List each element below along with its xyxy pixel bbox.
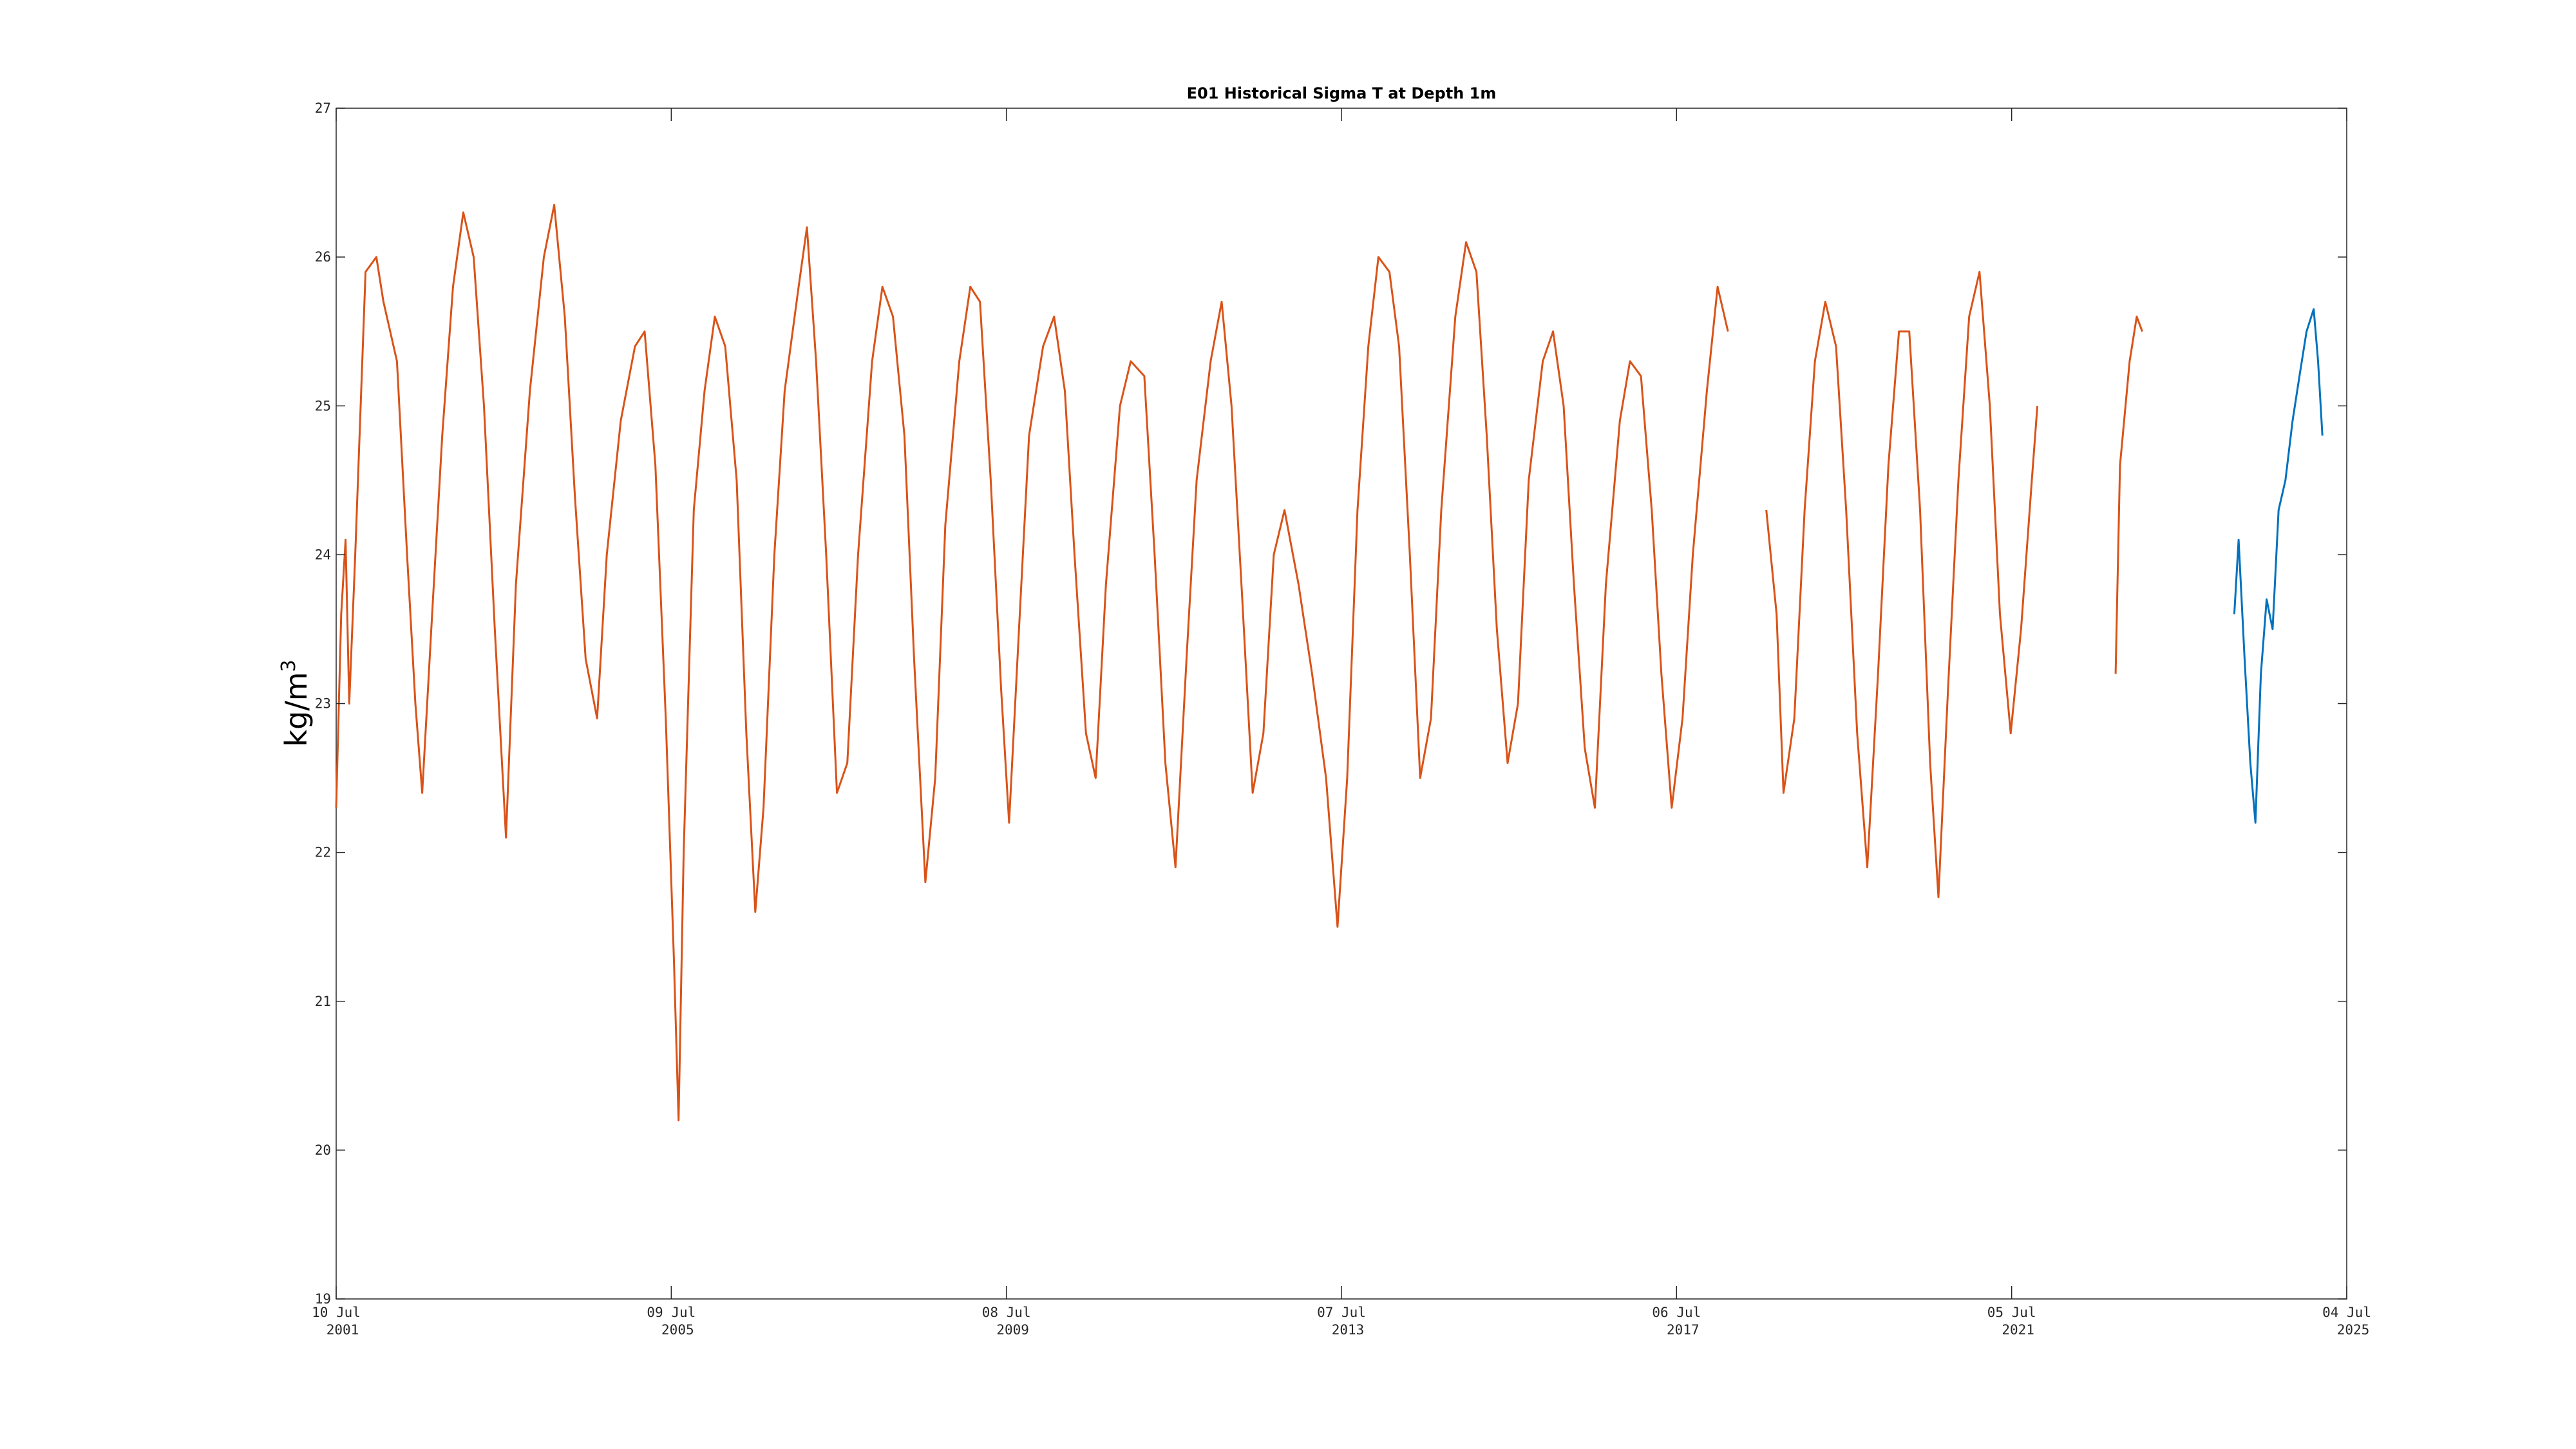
x-tick-label-date: 05 Jul bbox=[1987, 1305, 2036, 1320]
x-tick-label-date: 07 Jul bbox=[1317, 1305, 1366, 1320]
chart-title: E01 Historical Sigma T at Depth 1m bbox=[1187, 84, 1497, 102]
x-axis: 10 Jul 2001 09 Jul 2005 08 Jul 2009 07 Jul 2013… bbox=[312, 108, 2371, 1338]
y-tick-label: 21 bbox=[315, 994, 331, 1009]
x-tick-label-date: 04 Jul bbox=[2322, 1305, 2371, 1320]
series-2-line bbox=[2233, 308, 2324, 824]
y-tick-label: 25 bbox=[315, 398, 331, 413]
x-tick-label-year: 2017 bbox=[1667, 1322, 1700, 1338]
series-layer bbox=[335, 204, 2324, 1122]
y-axis-label-text: kg/m bbox=[279, 672, 314, 746]
y-tick-label: 23 bbox=[315, 696, 331, 712]
y-axis-label-superscript: 3 bbox=[278, 659, 300, 672]
x-tick-label-year: 2009 bbox=[996, 1322, 1029, 1338]
x-tick-label-date: 06 Jul bbox=[1652, 1305, 1701, 1320]
y-tick-label: 22 bbox=[315, 845, 331, 860]
plot-area bbox=[336, 108, 2347, 1300]
series-1-line bbox=[1765, 270, 2039, 898]
y-tick-label: 26 bbox=[315, 249, 331, 265]
x-tick-label-year: 2025 bbox=[2337, 1322, 2370, 1338]
x-tick-label-date: 09 Jul bbox=[647, 1305, 696, 1320]
series-1-line bbox=[335, 204, 1729, 1122]
y-tick-label: 20 bbox=[315, 1142, 331, 1158]
y-tick-label: 27 bbox=[315, 100, 331, 116]
y-axis-label: kg/m3 bbox=[278, 659, 314, 746]
x-tick-label-year: 2013 bbox=[1332, 1322, 1365, 1338]
x-tick-label-year: 2005 bbox=[661, 1322, 694, 1338]
y-tick-label: 24 bbox=[315, 547, 331, 562]
x-tick-label-date: 08 Jul bbox=[982, 1305, 1031, 1320]
y-axis: 19 20 21 22 23 24 25 26 27 bbox=[315, 100, 2347, 1307]
y-tick-label: 19 bbox=[315, 1291, 331, 1307]
x-tick-label-year: 2001 bbox=[327, 1322, 359, 1338]
x-tick-label-date: 10 Jul bbox=[312, 1305, 361, 1320]
x-tick-label-year: 2021 bbox=[2002, 1322, 2034, 1338]
series-1-line bbox=[2114, 316, 2143, 674]
